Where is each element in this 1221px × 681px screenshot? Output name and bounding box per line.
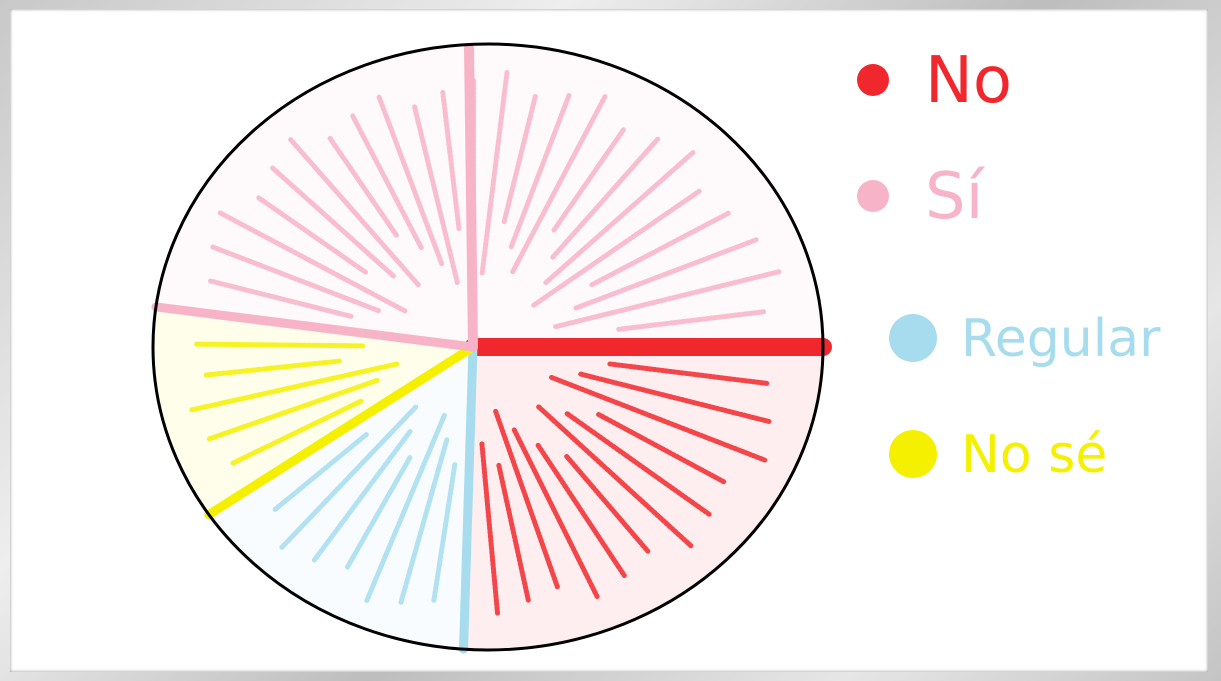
legend-label: No sé	[961, 425, 1107, 485]
slice-hatch-stroke	[543, 150, 696, 286]
legend-marker	[889, 314, 937, 362]
slice-hatch-stroke	[589, 210, 732, 288]
slice-hatch-stroke	[311, 428, 413, 563]
legend-marker	[857, 64, 889, 96]
slice-hatch-stroke	[206, 377, 380, 442]
slice-hatch-stroke	[279, 404, 419, 550]
slice-hatch-stroke	[596, 411, 727, 485]
slice-hatch-stroke	[493, 408, 560, 590]
slice-hatch-stroke	[501, 93, 538, 225]
slice-hatch-stroke	[440, 89, 462, 232]
slice-hatch-stroke	[187, 361, 400, 413]
slice-hatch-stroke	[208, 278, 354, 319]
slice-hatch-stroke	[549, 374, 768, 463]
slice-hatch-stroke	[564, 453, 651, 554]
pie-slice-no	[463, 347, 823, 651]
slice-hatch-stroke	[255, 194, 369, 275]
slice-hatch-stroke	[496, 462, 532, 605]
slice-hatch-stroke	[553, 268, 783, 330]
slice-divider	[151, 302, 478, 352]
legend-marker	[889, 430, 937, 478]
slice-hatch-stroke	[508, 91, 572, 250]
slice-hatch-stroke	[350, 113, 424, 251]
legend-label: Regular	[961, 309, 1161, 369]
slice-hatch-stroke	[551, 126, 627, 233]
slice-hatch-stroke	[229, 398, 364, 467]
slice-dividers	[151, 43, 832, 654]
slice-hatch-stroke	[344, 455, 413, 571]
slice-hatch-stroke	[210, 244, 381, 314]
slice-divider	[464, 43, 478, 352]
legend: No Sí Regular No sé	[857, 44, 1161, 485]
slice-hatch-stroke	[536, 404, 695, 550]
slice-hatch-stroke	[398, 437, 450, 605]
slice-hatch-stroke	[564, 411, 713, 518]
slice-divider	[204, 342, 478, 520]
slice-hatch-stroke	[192, 341, 366, 349]
slice-hatch-stroke	[376, 93, 445, 267]
slice-hatch-stroke	[412, 104, 460, 286]
legend-marker	[857, 180, 889, 212]
slice-divider	[459, 342, 478, 654]
slice-hatch-stroke	[431, 462, 458, 603]
slice-hatch-stroke	[327, 135, 399, 238]
slice-hatch-stroke	[203, 358, 342, 378]
slice-hatch-stroke	[607, 361, 771, 386]
slice-hatch-stroke	[531, 188, 702, 308]
slice-hatch-stroke	[288, 137, 421, 288]
slice-hatch-stroke	[510, 93, 608, 275]
slice-hatch-stroke	[269, 165, 396, 279]
slice-hatch-stroke	[511, 427, 600, 600]
slice-hatch-stroke	[479, 69, 510, 276]
legend-label: Sí	[925, 160, 986, 234]
pie-slices	[152, 43, 824, 651]
slice-hatch-stroke	[364, 412, 447, 604]
slice-hatch-stroke	[535, 442, 627, 579]
slice-hatch-stroke	[578, 371, 772, 425]
slice-hatch-stroke	[616, 309, 767, 332]
slice-hatch-stroke	[479, 441, 501, 616]
slice-hatch-stroke	[550, 135, 661, 260]
slice-hatch-stroke	[217, 210, 408, 314]
slice-hatch-stroke	[573, 237, 759, 311]
legend-label: No	[925, 44, 1012, 118]
slice-hatch-stroke	[271, 432, 369, 513]
pie-outline	[151, 42, 825, 652]
